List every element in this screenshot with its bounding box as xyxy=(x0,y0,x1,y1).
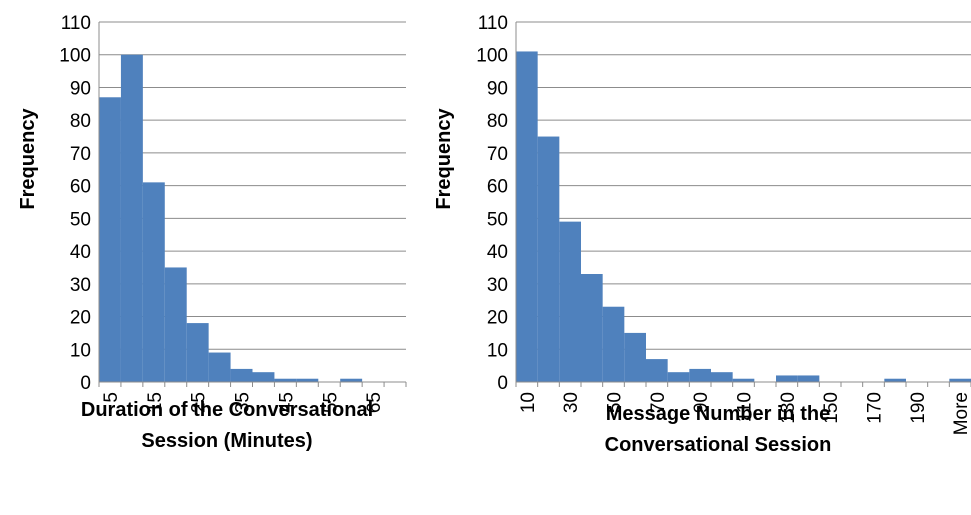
x-tick-label: 190 xyxy=(908,392,929,424)
x-tick-label: 55 xyxy=(320,392,341,413)
x-axis-label: Duration of the Conversational xyxy=(81,399,373,421)
histogram-bar xyxy=(516,51,538,383)
histogram-bar xyxy=(949,378,971,382)
x-tick-label: 15 xyxy=(145,392,166,413)
x-tick-label: 5 xyxy=(101,392,122,403)
x-tick-label: 25 xyxy=(189,392,210,413)
y-tick-label: 20 xyxy=(487,308,508,329)
histogram-bar xyxy=(252,372,275,382)
y-tick-label: 10 xyxy=(487,340,508,361)
x-tick-label: 50 xyxy=(605,392,626,413)
histogram-bar xyxy=(120,54,143,383)
y-tick-label: 30 xyxy=(70,275,91,296)
y-tick-label: 90 xyxy=(487,78,508,99)
x-tick-label: 10 xyxy=(518,392,539,413)
x-axis-label: Message Number in the xyxy=(606,403,831,425)
y-tick-label: 30 xyxy=(487,275,508,296)
x-axis-label: Session (Minutes) xyxy=(141,430,312,452)
x-tick-label: More xyxy=(951,392,971,435)
x-tick-label: 70 xyxy=(648,392,669,413)
message-number-histogram: 0 10 20 30 40 50 60 70 80 90 100 110 10 30 50 70 90 110 13… xyxy=(433,13,971,456)
y-tick-label: 110 xyxy=(61,13,91,34)
x-tick-label: 150 xyxy=(821,392,842,424)
x-tick-label: 45 xyxy=(276,392,297,413)
histogram-bar xyxy=(537,136,560,382)
histogram-bar xyxy=(99,97,121,382)
y-axis-label: Frequency xyxy=(433,108,455,210)
x-tick-label: 30 xyxy=(561,392,582,413)
histogram-bar xyxy=(164,267,187,382)
histogram-bar xyxy=(186,323,209,382)
y-tick-label: 0 xyxy=(80,373,91,394)
y-tick-label: 50 xyxy=(70,209,91,230)
histogram-bar xyxy=(646,359,668,382)
y-tick-label: 40 xyxy=(70,242,91,263)
x-tick-label: 90 xyxy=(691,392,712,413)
y-tick-label: 70 xyxy=(70,144,91,165)
x-tick-label: 170 xyxy=(865,392,886,424)
histogram-bar xyxy=(296,378,319,382)
x-tick-label: 130 xyxy=(778,392,799,424)
histogram-bar xyxy=(274,378,297,382)
histogram-bar xyxy=(884,378,906,382)
histogram-bar xyxy=(559,221,581,382)
y-tick-label: 90 xyxy=(70,78,91,99)
y-tick-label: 110 xyxy=(478,13,508,34)
y-tick-label: 0 xyxy=(497,373,508,394)
y-tick-label: 80 xyxy=(487,111,508,132)
histogram-bar xyxy=(624,332,646,382)
histogram-bar xyxy=(711,372,733,382)
histogram-bar xyxy=(230,368,253,382)
y-tick-label: 40 xyxy=(487,242,508,263)
y-axis-label: Frequency xyxy=(17,108,39,210)
x-axis-label: Conversational Session xyxy=(605,434,832,456)
y-tick-label: 10 xyxy=(70,340,91,361)
duration-histogram: 0 10 20 30 40 50 60 70 80 90 100 110 5 15 25 35 45 55 65 Fr… xyxy=(17,13,407,452)
histogram-bar xyxy=(732,378,755,382)
y-tick-label: 60 xyxy=(487,177,508,198)
histogram-bar xyxy=(208,352,231,382)
y-tick-label: 80 xyxy=(70,111,91,132)
histogram-bar xyxy=(797,375,820,382)
x-tick-label: 110 xyxy=(735,392,756,422)
y-tick-label: 60 xyxy=(70,177,91,198)
histogram-bar xyxy=(776,375,798,382)
histogram-bar xyxy=(689,368,711,382)
y-tick-label: 20 xyxy=(70,308,91,329)
histogram-bar xyxy=(602,306,625,382)
y-tick-label: 100 xyxy=(59,46,91,67)
histogram-bar xyxy=(667,372,690,382)
histogram-bar xyxy=(142,182,165,382)
x-tick-label: 35 xyxy=(233,392,254,413)
y-tick-label: 100 xyxy=(476,46,508,67)
y-tick-label: 70 xyxy=(487,144,508,165)
histogram-bar xyxy=(581,274,603,382)
y-tick-label: 50 xyxy=(487,209,508,230)
histogram-bar xyxy=(340,378,363,382)
x-tick-label: 65 xyxy=(364,392,385,413)
